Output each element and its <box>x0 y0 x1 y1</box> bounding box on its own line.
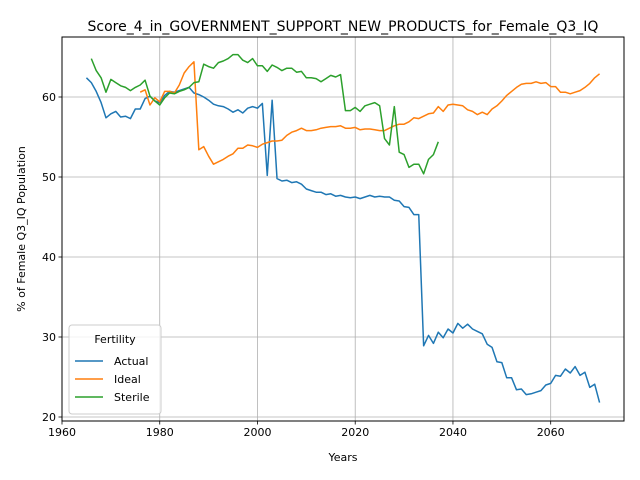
x-tick-label: 2020 <box>341 426 369 439</box>
legend-label-sterile: Sterile <box>114 391 150 404</box>
x-tick-label: 2000 <box>243 426 271 439</box>
y-axis-ticks: 20 30 40 50 60 <box>42 91 62 424</box>
chart-title: Score_4_in_GOVERNMENT_SUPPORT_NEW_PRODUC… <box>88 19 599 35</box>
x-tick-label: 2040 <box>439 426 467 439</box>
x-tick-label: 1960 <box>48 426 76 439</box>
x-axis-ticks: 1960 1980 2000 2020 2040 2060 <box>48 421 565 439</box>
y-tick-label: 40 <box>42 251 56 264</box>
series-line-sterile <box>90 53 440 175</box>
y-tick-label: 20 <box>42 411 56 424</box>
y-tick-label: 60 <box>42 91 56 104</box>
legend-items: Actual Ideal Sterile <box>75 355 150 404</box>
y-axis-label: % of Female Q3_IQ Population <box>15 146 28 312</box>
x-tick-label: 1980 <box>146 426 174 439</box>
y-tick-label: 50 <box>42 171 56 184</box>
legend: Fertility Actual Ideal Sterile <box>68 324 162 415</box>
y-tick-label: 30 <box>42 331 56 344</box>
series-lines <box>85 53 601 403</box>
x-axis-label: Years <box>327 451 357 464</box>
x-tick-label: 2060 <box>537 426 565 439</box>
legend-label-actual: Actual <box>114 355 148 368</box>
series-line-ideal <box>139 61 601 165</box>
legend-title: Fertility <box>94 333 136 346</box>
plot-frame <box>61 36 625 422</box>
legend-box <box>68 324 162 415</box>
legend-label-ideal: Ideal <box>114 373 141 386</box>
